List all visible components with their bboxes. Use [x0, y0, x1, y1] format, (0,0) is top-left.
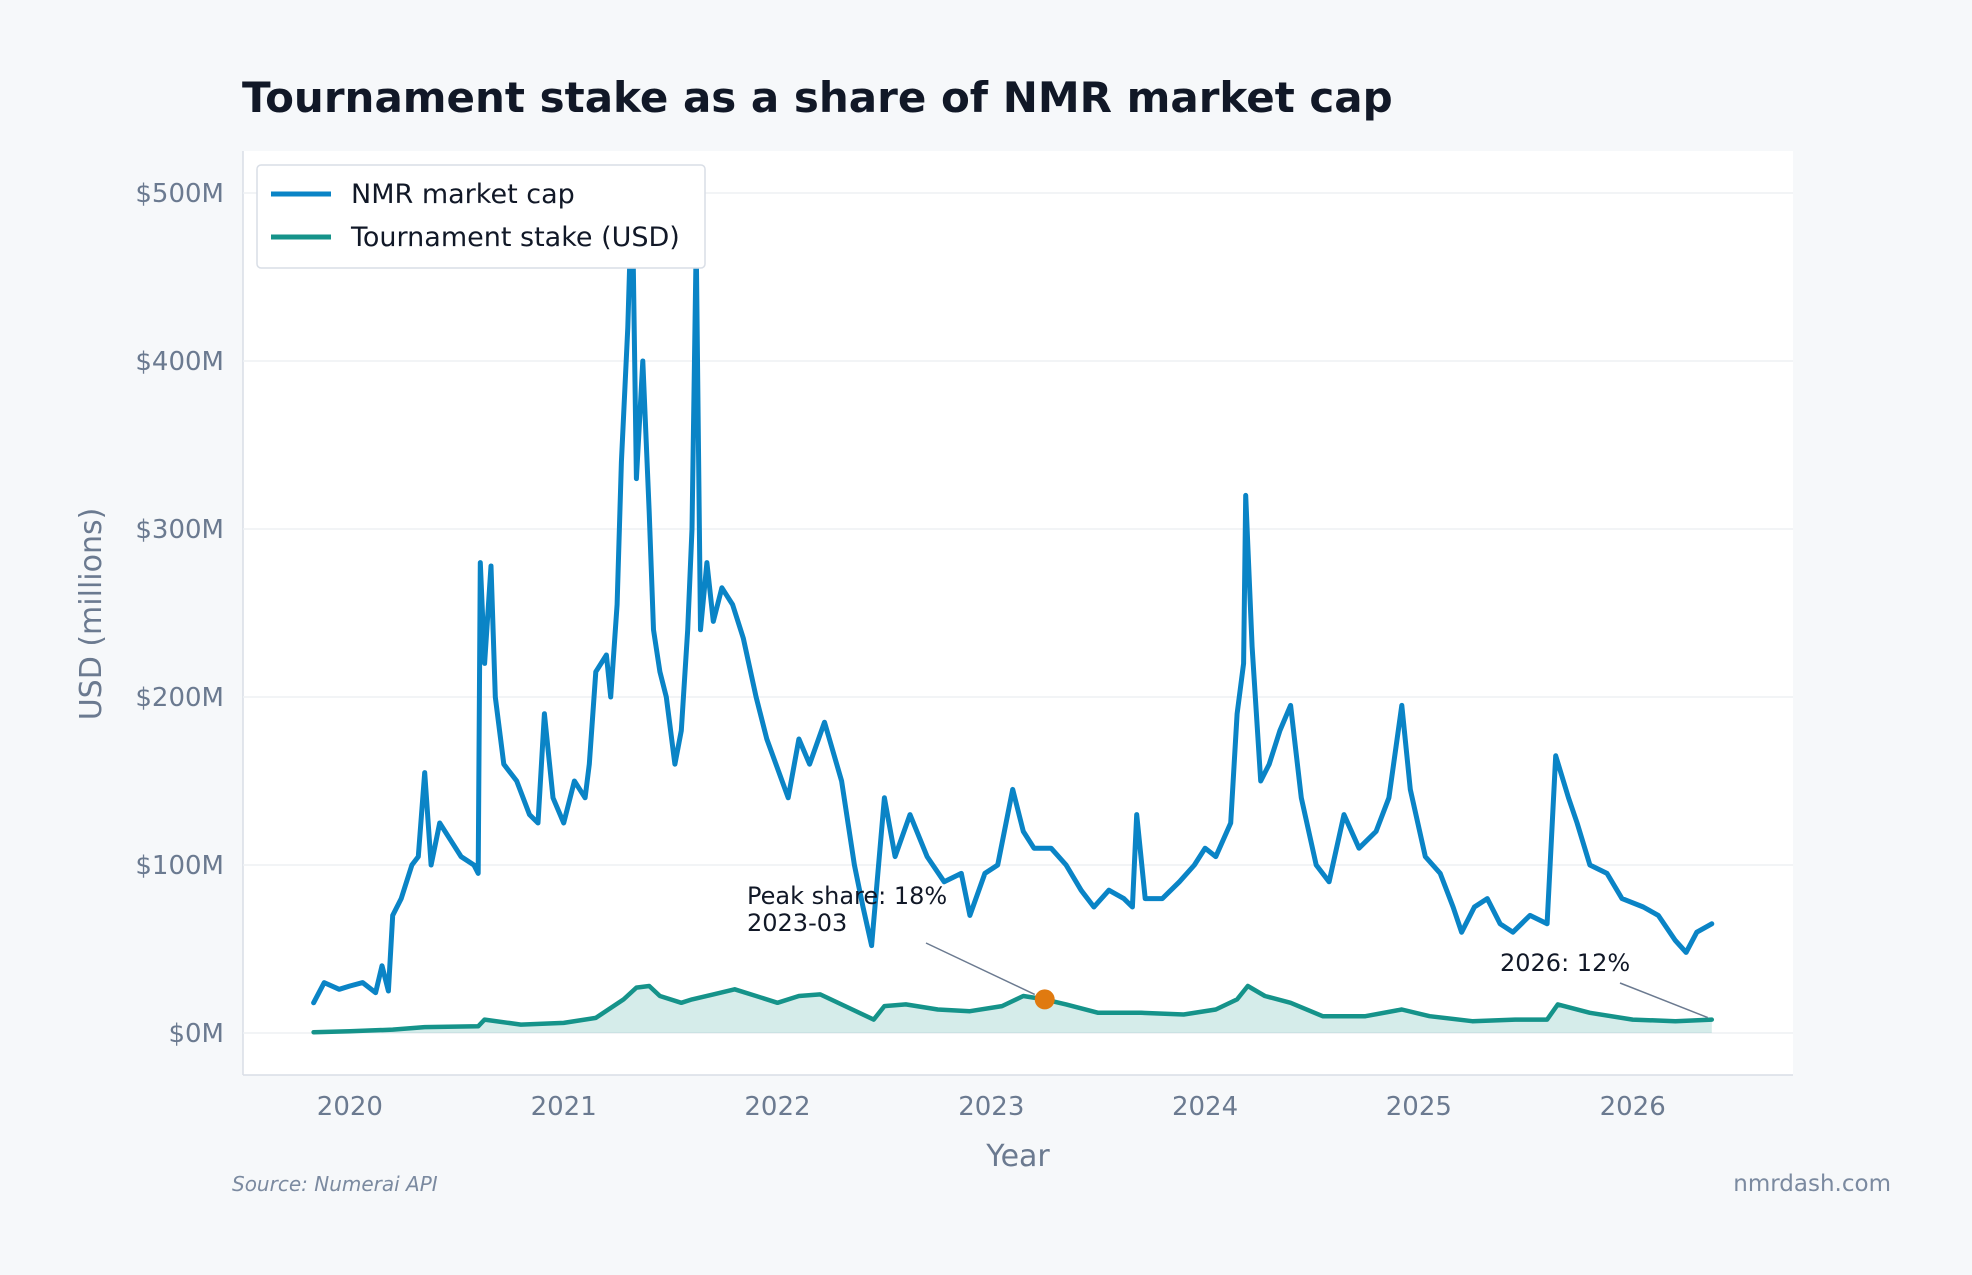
- x-axis-label: Year: [985, 1139, 1050, 1174]
- peak-share-marker: [1034, 989, 1055, 1010]
- latest-annotation-text: 2026: 12%: [1500, 949, 1630, 977]
- y-tick-label: $200M: [135, 683, 224, 713]
- y-tick-label: $300M: [135, 515, 224, 545]
- legend-box: [256, 164, 706, 269]
- y-tick-label: $500M: [135, 179, 224, 209]
- peak-annotation-text: Peak share: 18%: [747, 882, 947, 910]
- x-tick-label: 2021: [531, 1092, 597, 1122]
- x-tick-label: 2025: [1386, 1092, 1452, 1122]
- y-tick-label: $400M: [135, 347, 224, 377]
- legend-label-tournament-stake: Tournament stake (USD): [350, 222, 680, 253]
- x-tick-label: 2026: [1600, 1092, 1666, 1122]
- annotations: Peak share: 18%2023-03 2026: 12%: [747, 882, 1709, 1019]
- x-tick-label: 2022: [744, 1092, 810, 1122]
- x-tick-label: 2024: [1172, 1092, 1238, 1122]
- source-note: Source: Numerai API: [232, 1172, 438, 1196]
- gridlines: [243, 192, 1793, 1034]
- legend-label-market-cap: NMR market cap: [351, 179, 575, 210]
- latest-annotation-connector: [1619, 982, 1709, 1019]
- market-cap-line: [311, 182, 1715, 1006]
- x-axis-ticks: 2020 2021 2022 2023 2024 2025 2026: [317, 1092, 1666, 1122]
- peak-annotation-connector: [925, 942, 1036, 996]
- y-axis-label: USD (millions): [74, 508, 109, 721]
- chart-title: Tournament stake as a share of NMR marke…: [242, 73, 1393, 122]
- peak-annotation-text: 2023-03: [747, 909, 847, 937]
- x-tick-label: 2023: [958, 1092, 1024, 1122]
- y-axis-ticks: $0M $100M $200M $300M $400M $500M: [135, 179, 224, 1049]
- brand-watermark: nmrdash.com: [1733, 1171, 1891, 1197]
- series-layer: [311, 182, 1715, 1035]
- legend: NMR market cap Tournament stake (USD): [256, 164, 706, 269]
- y-tick-label: $100M: [135, 851, 224, 881]
- x-tick-label: 2020: [317, 1092, 383, 1122]
- y-tick-label: $0M: [168, 1019, 224, 1049]
- tournament-stake-line: [311, 983, 1715, 1035]
- plot-area: [243, 151, 1793, 1075]
